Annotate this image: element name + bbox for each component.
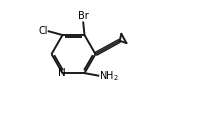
Text: Cl: Cl bbox=[38, 26, 48, 36]
Text: NH$_2$: NH$_2$ bbox=[98, 69, 118, 83]
Text: Br: Br bbox=[77, 11, 88, 21]
Text: N: N bbox=[58, 68, 65, 78]
